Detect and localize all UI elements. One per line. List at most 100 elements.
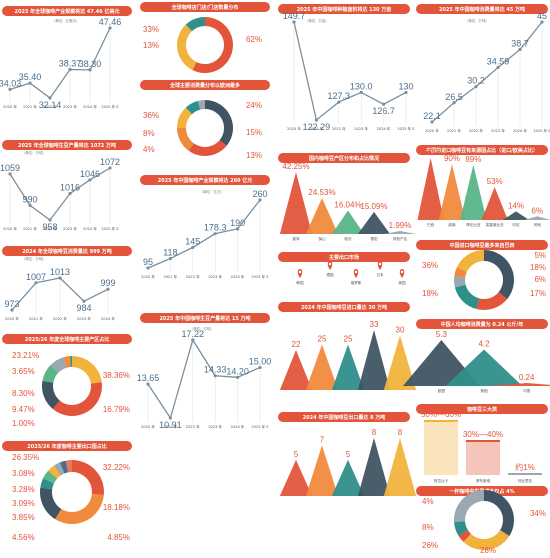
donut-slice — [192, 17, 234, 73]
bar-mark — [466, 440, 500, 475]
donut-slice — [42, 365, 59, 383]
donut-chart-europe_share: 36% 24% 15% 13% 8% 4% — [143, 100, 262, 160]
category-label: 利比里亚 — [518, 478, 533, 483]
unit-label: （单位：万吨） — [22, 150, 46, 155]
donut-slice — [454, 490, 484, 522]
pin-dot — [400, 270, 404, 274]
map-pin-icon — [353, 269, 359, 278]
data-label: 122.29 — [303, 122, 331, 132]
mountain-mark — [481, 187, 508, 220]
market-label: 德国 — [326, 272, 334, 277]
panel-title-text: 中国进口咖啡豆最多来自巴西 — [449, 242, 514, 249]
donut-chart-export_share: 26.35% 32.22% 18.18% 4.85% 4.56% 3.85% 3.28% 3.… — [12, 453, 130, 542]
data-label: 15.09% — [360, 202, 387, 211]
data-label: 约1% — [515, 462, 535, 472]
donut-chart-cup_cost: 34% 28% 4% 8% 26% — [422, 490, 546, 555]
bar-cap — [466, 440, 500, 442]
category-label: 普洱 — [292, 236, 300, 241]
panel-title-bg — [2, 441, 132, 451]
mountain-mark — [417, 158, 444, 220]
panel-title-p18: 中国人均咖啡消费量为 0.24 公斤/年 — [416, 319, 548, 329]
data-point — [88, 68, 92, 72]
market-label: 俄罗斯 — [351, 280, 362, 285]
category-label: 美国 — [480, 388, 488, 393]
mountain-mark — [331, 459, 365, 496]
mountain-mark — [524, 216, 550, 220]
mountain-mark — [279, 459, 313, 496]
market-label: 日本 — [376, 272, 384, 277]
donut-slice — [177, 128, 194, 151]
panel-title-p9: 2025 年中国咖啡生豆产量将达 15 万吨 — [140, 313, 270, 323]
market-pin: 俄罗斯 — [351, 269, 362, 285]
data-label: 118 — [163, 248, 177, 258]
data-point — [382, 102, 386, 106]
slice-label: 4.56% — [12, 533, 35, 542]
unit-label: （单位：万吨） — [465, 18, 489, 23]
panel-title-bg — [2, 334, 132, 344]
data-point — [68, 67, 72, 72]
donut-slice — [484, 490, 514, 537]
tick-label: 2021 年 — [29, 316, 43, 321]
data-label: 1016 — [60, 183, 80, 193]
data-label: 8 — [398, 428, 403, 437]
map-pin-icon — [297, 269, 303, 278]
panel-title-bg — [278, 302, 410, 312]
panel-title-text: 2024 年中国咖啡豆进口量达 30 万吨 — [301, 304, 387, 311]
donut-slice — [72, 356, 102, 384]
data-point — [314, 118, 318, 122]
slice-label: 18% — [530, 263, 546, 272]
data-label: 16.04% — [334, 200, 361, 209]
market-pin: 美国 — [398, 269, 406, 285]
data-point — [48, 96, 52, 100]
data-point — [359, 90, 363, 95]
data-point — [146, 382, 150, 386]
slice-label: 3.65% — [12, 367, 35, 376]
mountain-mark — [357, 330, 391, 390]
data-label: 178.3 — [204, 223, 227, 233]
data-label: 15.00 — [249, 356, 272, 366]
slice-label: 36% — [422, 261, 438, 270]
pin-dot — [378, 262, 382, 266]
data-label: 47.46 — [99, 17, 122, 27]
panel-title-text: 2025 年全球咖啡产业规模将达 47.46 亿美元 — [15, 8, 120, 15]
data-label: 0.24 — [519, 373, 535, 382]
data-point — [108, 26, 112, 30]
panel-title-p15: 2025 年中国咖啡消费量将达 45 万吨 — [416, 4, 548, 14]
mountain-mark — [305, 344, 339, 390]
data-label: 999 — [100, 278, 115, 288]
category-label: 临沧 — [344, 236, 352, 241]
tick-label: 2024 年 — [83, 226, 97, 231]
panel-title-bg — [278, 252, 410, 262]
donut-slice — [59, 460, 69, 474]
bar-cap — [424, 420, 458, 422]
market-pin: 日本 — [376, 261, 384, 277]
panel-title-bg — [416, 145, 548, 155]
panel-titles: 2025 年全球咖啡产业规模将达 47.46 亿美元 2025 年全球咖啡生豆产量… — [2, 2, 548, 496]
tick-label: 2022 年 — [186, 274, 200, 279]
data-point — [168, 416, 172, 420]
data-label: 35.40 — [19, 72, 42, 82]
tick-label: 2023 年 — [208, 424, 222, 429]
tick-label: 2020 年 — [141, 274, 155, 279]
data-label: 14% — [508, 201, 524, 210]
series-line — [147, 199, 261, 269]
tick-label: 2023 年 — [354, 126, 368, 131]
category-label: 巴西 — [427, 222, 435, 227]
donut-slice — [70, 356, 72, 368]
pin-dot — [328, 262, 332, 266]
donut-slice — [48, 465, 61, 479]
donut-slice — [454, 276, 466, 288]
panel-title-p11: 国内咖啡豆产区分布和占比情况 — [278, 153, 410, 163]
donut-chart-cafe_share: 62% 33% 13% — [143, 17, 262, 73]
data-label: 1072 — [100, 157, 120, 167]
data-label: 130 — [398, 81, 413, 91]
category-label: 其他 — [534, 222, 542, 227]
panel-title-bg — [2, 246, 132, 256]
tick-label: 2020 年 — [5, 316, 19, 321]
bar-mark — [424, 420, 458, 475]
data-point — [213, 374, 217, 378]
mountain-mark — [279, 172, 313, 234]
unit-label: （单位：亿元） — [200, 189, 224, 194]
donut-slice — [198, 100, 205, 110]
